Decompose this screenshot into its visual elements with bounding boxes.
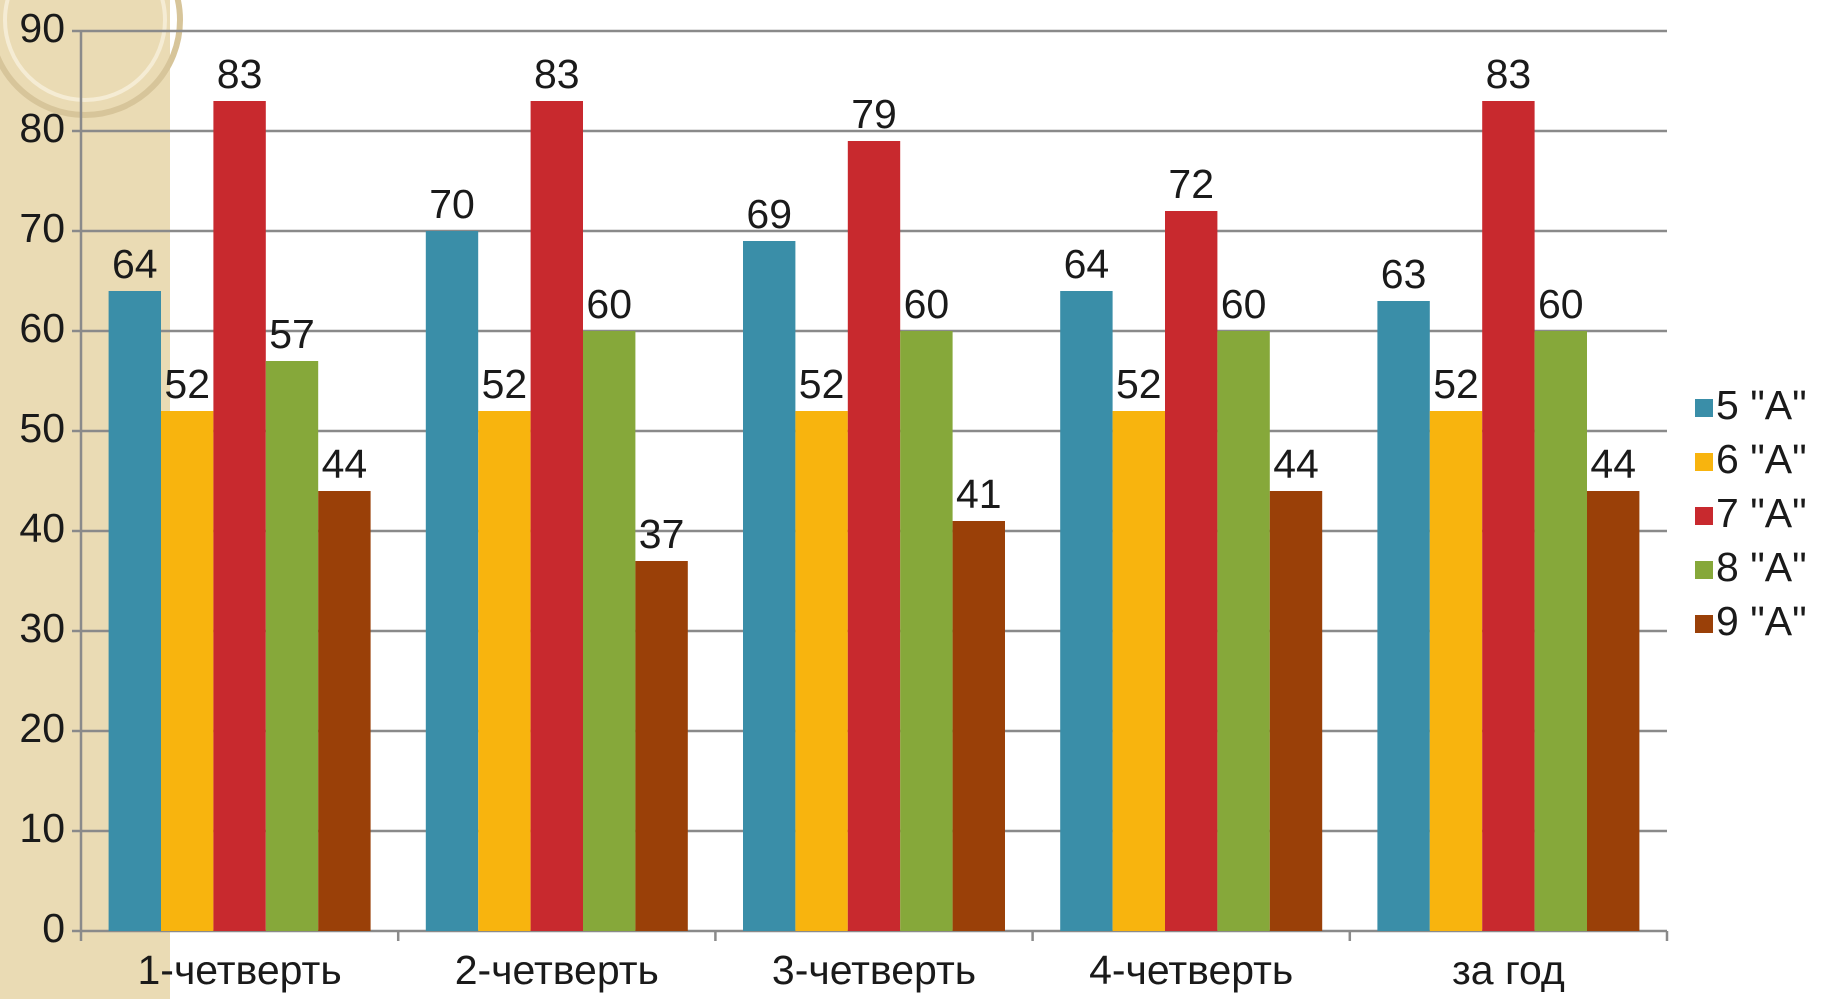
data-label: 83 [217,51,263,97]
data-label: 83 [1486,51,1532,97]
bar [847,141,901,931]
bar [635,561,688,931]
bar [1587,491,1640,931]
bar [1269,491,1323,931]
bar [425,231,479,931]
y-tick-label: 0 [42,905,65,951]
y-tick-label: 60 [19,305,65,351]
legend-swatch [1695,615,1713,633]
data-label: 64 [1064,241,1110,287]
bar [1429,411,1483,931]
x-tick-label: 2-четверть [455,947,659,993]
y-tick-label: 40 [19,505,65,551]
y-tick-label: 20 [19,705,65,751]
legend-label: 8 "А" [1716,544,1807,590]
data-label: 52 [1433,361,1479,407]
y-tick-label: 70 [19,205,65,251]
legend-label: 6 "А" [1716,436,1807,482]
data-label: 57 [269,311,315,357]
bar [478,411,531,931]
decor-ring [3,0,167,102]
bar [213,101,266,931]
legend-label: 7 "А" [1716,490,1807,536]
bar [1217,331,1270,931]
data-label: 72 [1168,161,1214,207]
data-label: 70 [429,181,475,227]
legend-swatch [1695,561,1713,579]
data-label: 37 [639,511,685,557]
data-label: 60 [1221,281,1267,327]
bar [952,521,1005,931]
x-tick-label: 3-четверть [772,947,976,993]
legend-swatch [1695,399,1713,417]
x-tick-label: 4-четверть [1089,947,1293,993]
data-label: 52 [164,361,210,407]
bar [900,331,953,931]
legend-swatch [1695,507,1713,525]
data-label: 44 [1590,441,1636,487]
legend-label: 9 "А" [1716,598,1807,644]
data-label: 60 [1538,281,1584,327]
bar [1165,211,1218,931]
data-label: 44 [1273,441,1319,487]
data-label: 83 [534,51,580,97]
data-label: 41 [956,471,1002,517]
data-label: 69 [746,191,792,237]
y-tick-label: 30 [19,605,65,651]
y-tick-label: 50 [19,405,65,451]
bar [318,491,371,931]
bar [108,291,161,931]
data-label: 52 [799,361,845,407]
bar [795,411,848,931]
x-tick-label: за год [1452,947,1565,993]
data-label: 63 [1381,251,1427,297]
legend-swatch [1695,453,1713,471]
legend-label: 5 "А" [1716,382,1807,428]
data-label: 79 [851,91,897,137]
bar [1060,291,1113,931]
data-label: 64 [112,241,158,287]
bar [743,241,796,931]
data-label: 44 [322,441,368,487]
bar [530,101,583,931]
bar [265,361,319,931]
bar [1112,411,1165,931]
bar [1377,301,1430,931]
decor-ring [0,0,183,118]
data-label: 52 [1116,361,1162,407]
y-tick-label: 10 [19,805,65,851]
data-label: 52 [482,361,528,407]
y-tick-label: 80 [19,105,65,151]
data-label: 60 [586,281,632,327]
data-label: 60 [904,281,950,327]
bar [161,411,214,931]
x-tick-label: 1-четверть [137,947,341,993]
y-tick-label: 90 [19,5,65,51]
bar [1482,101,1535,931]
bar [583,331,636,931]
bar [1534,331,1587,931]
